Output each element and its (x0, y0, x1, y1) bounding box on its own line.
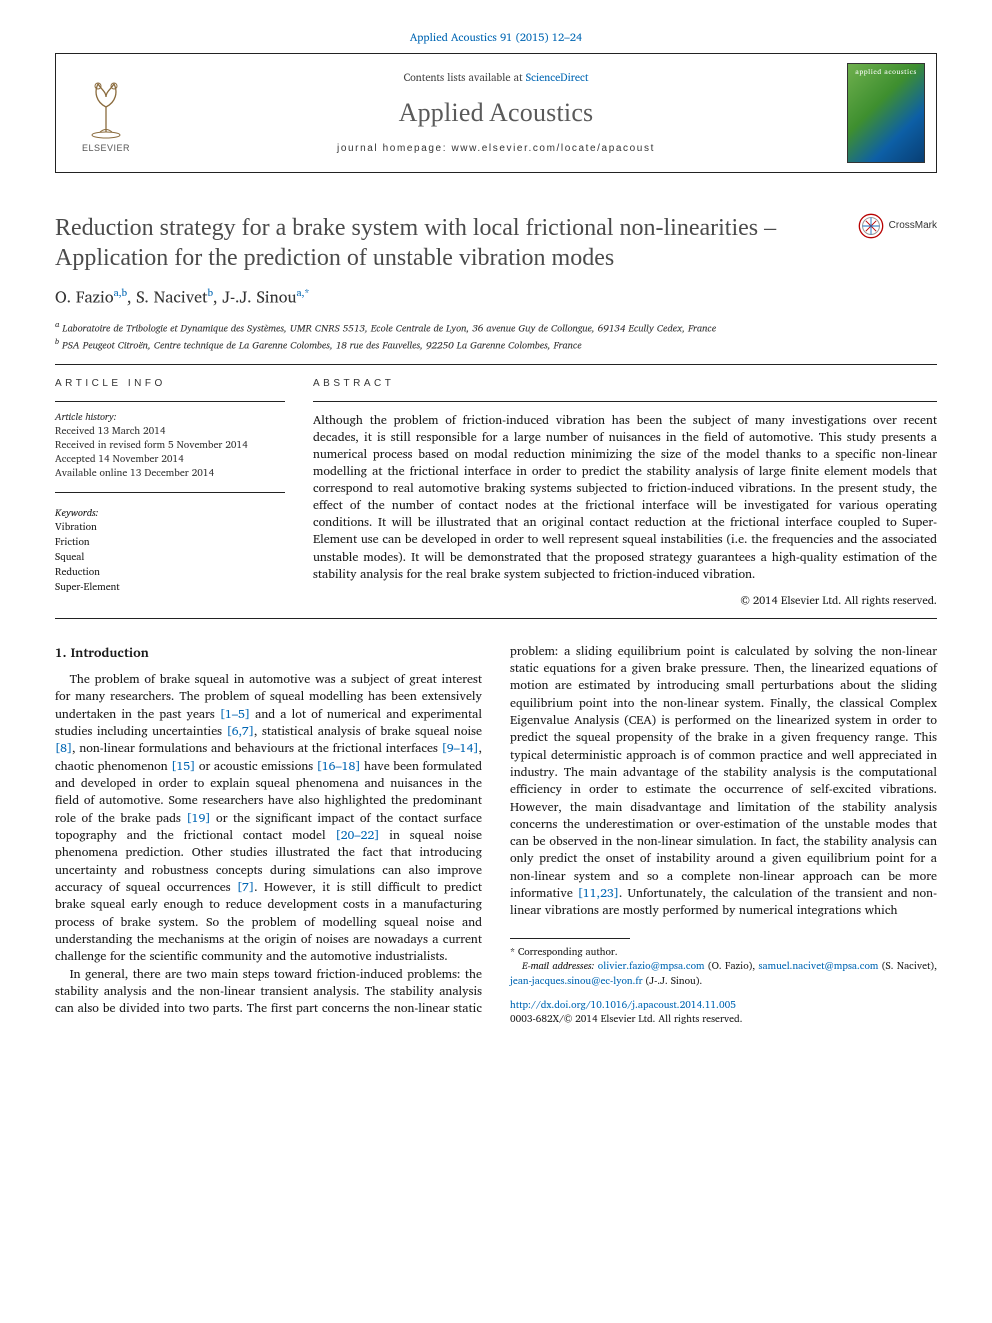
keyword: Super-Element (55, 579, 120, 595)
email-who: (S. Nacivet), (878, 958, 937, 974)
article-title: Reduction strategy for a brake system wi… (55, 213, 837, 273)
cover-image (847, 63, 925, 163)
affil-b: b PSA Peugeot Citroën, Centre technique … (55, 336, 937, 353)
journal-cover-thumb (836, 54, 936, 172)
email-link[interactable]: jean-jacques.sinou@ec-lyon.fr (510, 973, 643, 989)
citation-line: Applied Acoustics 91 (2015) 12–24 (55, 30, 937, 45)
abstract-head: ABSTRACT (313, 377, 937, 391)
corresponding-author: * Corresponding author. E-mail addresses… (510, 945, 937, 989)
corr-label: * Corresponding author. (510, 945, 937, 960)
journal-header: ELSEVIER Contents lists available at Sci… (55, 53, 937, 173)
keyword: Squeal (55, 549, 84, 565)
publisher-label: ELSEVIER (82, 142, 130, 154)
email-who: (J-.J. Sinou). (643, 973, 703, 989)
keyword: Reduction (55, 564, 100, 580)
corr-star[interactable]: * (304, 285, 309, 301)
publisher-logo-block: ELSEVIER (56, 54, 156, 172)
author-line: O. Fazioa,b, S. Nacivetb, J-.J. Sinoua,* (55, 287, 937, 309)
journal-name: Applied Acoustics (166, 95, 826, 130)
body-columns: 1. Introduction The problem of brake squ… (55, 643, 937, 1027)
divider (55, 618, 937, 619)
issn-copyright: 0003-682X/© 2014 Elsevier Ltd. All right… (510, 1011, 743, 1027)
header-middle: Contents lists available at ScienceDirec… (156, 62, 836, 163)
author-1: O. Fazio (55, 284, 114, 310)
sciencedirect-link[interactable]: ScienceDirect (526, 68, 589, 86)
article-info: ARTICLE INFO Article history: Received 1… (55, 377, 285, 607)
abstract-copyright: © 2014 Elsevier Ltd. All rights reserved… (313, 593, 937, 608)
abstract-block: ABSTRACT Although the problem of frictio… (313, 377, 937, 607)
author-2: S. Nacivet (136, 284, 207, 310)
crossmark-icon (858, 213, 884, 239)
elsevier-tree-icon (76, 72, 136, 142)
history-online: Available online 13 December 2014 (55, 465, 214, 481)
divider (55, 401, 285, 402)
crossmark-badge[interactable]: CrossMark (847, 213, 937, 273)
divider (55, 364, 937, 365)
author-1-affil[interactable]: a,b (114, 285, 127, 301)
sd-prefix: Contents lists available at (404, 68, 526, 86)
article-info-head: ARTICLE INFO (55, 377, 285, 391)
affiliations: a Laboratoire de Tribologie et Dynamique… (55, 319, 937, 353)
journal-homepage: journal homepage: www.elsevier.com/locat… (166, 142, 826, 156)
email-link[interactable]: samuel.nacivet@mpsa.com (759, 958, 879, 974)
sciencedirect-line: Contents lists available at ScienceDirec… (166, 70, 826, 84)
divider (55, 492, 285, 493)
keywords-list: Vibration Friction Squeal Reduction Supe… (55, 520, 285, 595)
citation-link[interactable]: Applied Acoustics 91 (2015) 12–24 (410, 28, 582, 46)
author-2-affil[interactable]: b (207, 285, 213, 301)
keyword: Vibration (55, 519, 97, 535)
abstract-text: Although the problem of friction-induced… (313, 412, 937, 583)
divider (313, 401, 937, 402)
keyword: Friction (55, 534, 90, 550)
body-paragraph: The problem of brake squeal in automotiv… (55, 671, 482, 966)
affil-a: a Laboratoire de Tribologie et Dynamique… (55, 319, 937, 336)
doi-block: http://dx.doi.org/10.1016/j.apacoust.201… (510, 998, 937, 1026)
keywords-label: Keywords: (55, 507, 285, 521)
email-who: (O. Fazio), (705, 958, 759, 974)
author-3: J-.J. Sinou (222, 284, 296, 310)
crossmark-label: CrossMark (889, 213, 937, 233)
section-heading: 1. Introduction (55, 643, 482, 661)
footnote-rule (510, 938, 630, 939)
